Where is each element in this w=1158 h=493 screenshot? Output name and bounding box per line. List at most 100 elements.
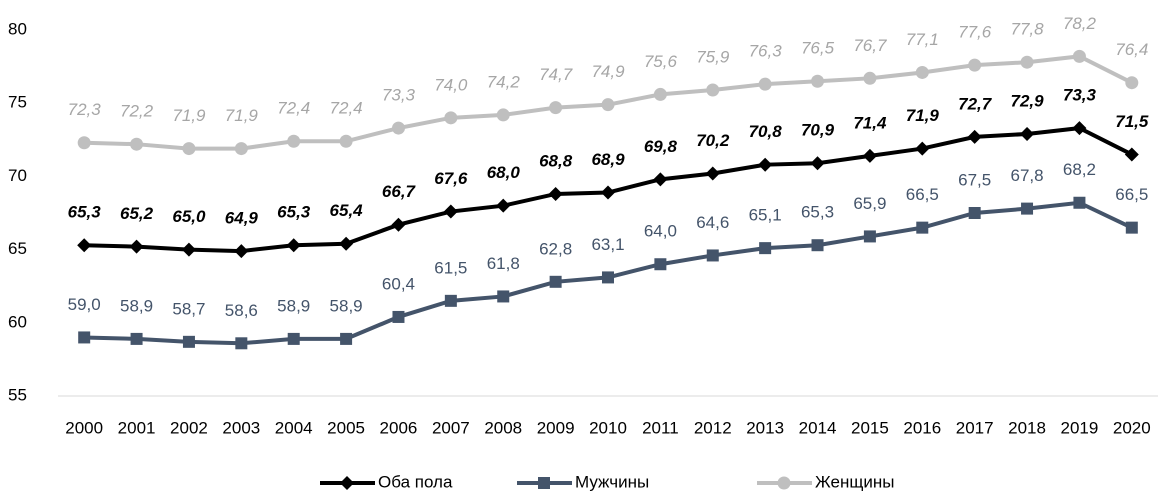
legend-marker bbox=[340, 476, 354, 490]
data-point bbox=[549, 275, 562, 288]
data-point bbox=[967, 129, 982, 144]
data-label: 68,2 bbox=[1063, 160, 1096, 179]
data-label: 73,3 bbox=[382, 86, 416, 105]
data-label: 65,0 bbox=[172, 207, 206, 226]
data-label: 58,9 bbox=[277, 296, 310, 315]
data-label: 61,5 bbox=[434, 258, 467, 277]
data-label: 62,8 bbox=[539, 239, 572, 258]
data-point bbox=[1125, 76, 1139, 90]
data-label: 77,8 bbox=[1011, 20, 1045, 39]
x-tick-label: 2010 bbox=[589, 418, 627, 437]
x-tick-label: 2014 bbox=[799, 418, 837, 437]
data-label: 66,5 bbox=[1115, 185, 1148, 204]
data-point bbox=[863, 230, 876, 243]
data-point bbox=[392, 310, 405, 323]
data-label: 67,5 bbox=[958, 170, 991, 189]
y-tick-label: 55 bbox=[8, 385, 27, 404]
data-point bbox=[915, 65, 929, 79]
x-tick-label: 2017 bbox=[956, 418, 994, 437]
data-label: 65,1 bbox=[749, 206, 782, 225]
data-point bbox=[1072, 121, 1087, 136]
data-label: 74,7 bbox=[539, 65, 573, 84]
data-label: 73,3 bbox=[1063, 86, 1097, 105]
y-tick-label: 70 bbox=[8, 166, 27, 185]
data-label: 74,2 bbox=[487, 72, 521, 91]
data-point bbox=[601, 185, 615, 200]
data-point bbox=[601, 98, 615, 112]
data-label: 72,9 bbox=[1011, 91, 1045, 110]
data-point bbox=[758, 77, 772, 91]
data-label: 69,8 bbox=[644, 137, 678, 156]
data-label: 74,0 bbox=[434, 75, 468, 94]
x-tick-label: 2009 bbox=[537, 418, 575, 437]
data-point bbox=[1124, 147, 1139, 162]
data-point bbox=[549, 101, 563, 115]
data-point bbox=[496, 198, 511, 213]
data-label: 68,9 bbox=[591, 150, 625, 169]
data-point bbox=[182, 335, 195, 348]
x-tick-label: 2004 bbox=[275, 418, 313, 437]
data-point bbox=[706, 83, 720, 97]
data-point bbox=[759, 242, 772, 255]
data-label: 72,3 bbox=[68, 100, 102, 119]
data-label: 64,6 bbox=[696, 213, 729, 232]
data-label: 71,9 bbox=[225, 106, 259, 125]
data-label: 65,2 bbox=[120, 204, 154, 223]
data-point bbox=[287, 332, 300, 345]
data-label: 60,4 bbox=[382, 274, 415, 293]
x-tick-label: 2006 bbox=[380, 418, 418, 437]
data-label: 77,6 bbox=[958, 23, 992, 42]
data-label: 63,1 bbox=[591, 235, 624, 254]
data-label: 59,0 bbox=[68, 295, 101, 314]
data-label: 65,3 bbox=[801, 203, 834, 222]
data-point bbox=[181, 242, 196, 257]
data-label: 72,7 bbox=[958, 94, 993, 113]
data-point bbox=[548, 186, 563, 201]
data-point bbox=[286, 238, 301, 253]
data-point bbox=[340, 332, 353, 345]
data-point bbox=[497, 290, 510, 303]
data-label: 66,7 bbox=[382, 182, 417, 201]
legend-label: Оба пола bbox=[378, 472, 453, 491]
x-tick-label: 2012 bbox=[694, 418, 732, 437]
data-label: 72,4 bbox=[277, 99, 310, 118]
y-tick-label: 65 bbox=[8, 239, 27, 258]
data-label: 58,6 bbox=[225, 301, 258, 320]
data-point bbox=[863, 71, 877, 85]
data-label: 65,3 bbox=[68, 203, 102, 222]
data-label: 76,5 bbox=[801, 39, 835, 58]
data-label: 78,2 bbox=[1063, 14, 1097, 33]
data-label: 76,7 bbox=[853, 36, 887, 55]
x-tick-label: 2000 bbox=[65, 418, 103, 437]
data-point bbox=[862, 148, 877, 163]
data-label: 70,2 bbox=[696, 131, 730, 150]
data-point bbox=[339, 134, 353, 148]
data-label: 58,9 bbox=[120, 296, 153, 315]
x-tick-label: 2018 bbox=[1008, 418, 1046, 437]
data-label: 74,9 bbox=[591, 62, 625, 81]
x-tick-label: 2011 bbox=[642, 418, 679, 437]
data-point bbox=[443, 204, 458, 219]
data-point bbox=[287, 134, 301, 148]
data-point bbox=[653, 87, 667, 101]
data-label: 61,8 bbox=[487, 254, 520, 273]
data-label: 64,0 bbox=[644, 222, 677, 241]
data-label: 71,9 bbox=[906, 106, 940, 125]
data-point bbox=[811, 74, 825, 88]
x-tick-label: 2019 bbox=[1061, 418, 1099, 437]
data-point bbox=[496, 108, 510, 122]
data-label: 65,3 bbox=[277, 203, 311, 222]
data-point bbox=[234, 244, 249, 259]
legend-label: Мужчины bbox=[575, 472, 649, 491]
x-tick-label: 2003 bbox=[222, 418, 260, 437]
x-tick-label: 2016 bbox=[903, 418, 941, 437]
x-tick-label: 2001 bbox=[118, 418, 156, 437]
data-point bbox=[602, 271, 614, 284]
data-point bbox=[129, 239, 144, 254]
data-point bbox=[1072, 49, 1086, 63]
data-label: 72,2 bbox=[120, 102, 154, 121]
data-label: 58,9 bbox=[330, 296, 363, 315]
data-point bbox=[706, 249, 719, 262]
data-point bbox=[78, 331, 91, 344]
x-tick-label: 2020 bbox=[1113, 418, 1151, 437]
